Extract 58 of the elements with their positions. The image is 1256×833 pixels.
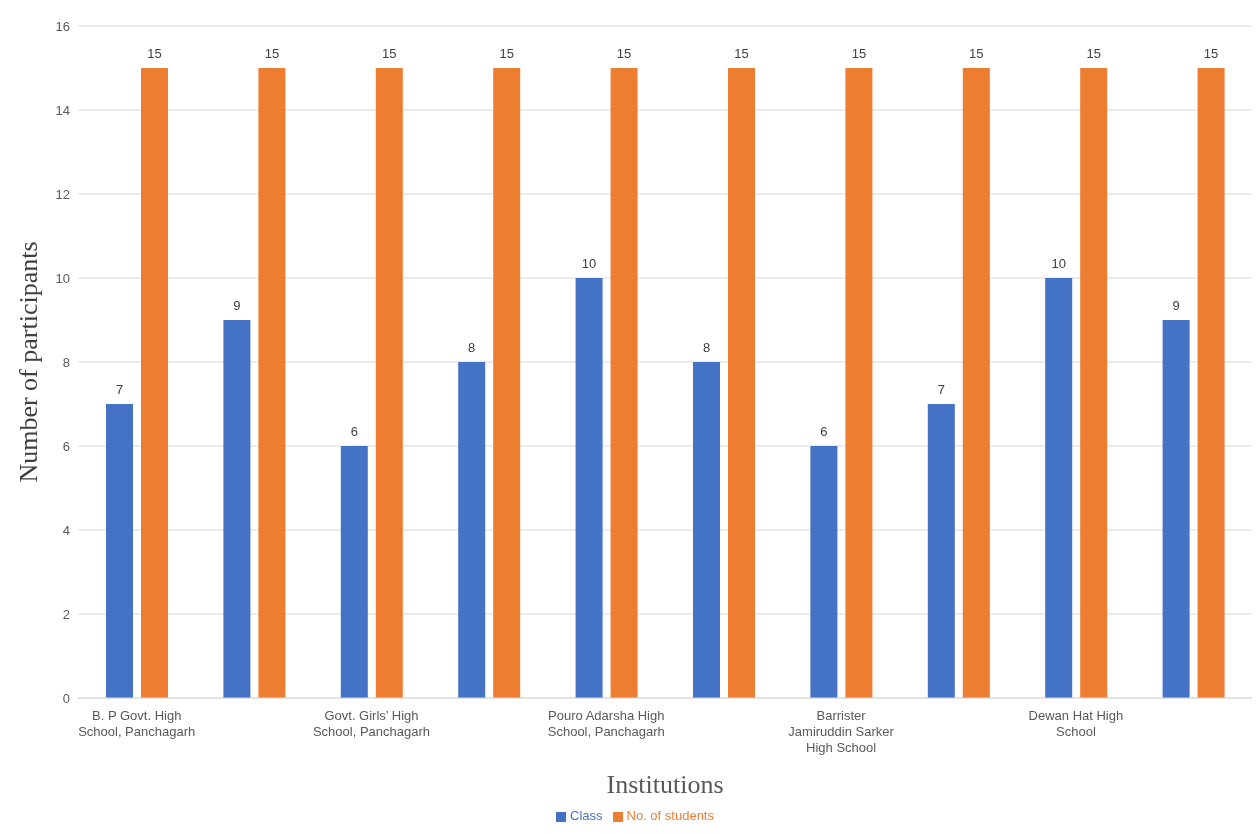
- x-tick-label: Pouro Adarsha High School, Panchagarh: [547, 708, 665, 739]
- data-label: 15: [1086, 46, 1101, 61]
- bar: [1197, 68, 1225, 698]
- data-label: 9: [233, 298, 241, 313]
- data-label: 15: [499, 46, 514, 61]
- bar: [962, 68, 990, 698]
- y-tick-label: 8: [62, 354, 70, 370]
- data-label: 15: [734, 46, 749, 61]
- data-label: 15: [382, 46, 397, 61]
- bar: [610, 68, 638, 698]
- data-label: 6: [820, 424, 828, 439]
- bar: [575, 278, 603, 698]
- data-label: 15: [147, 46, 162, 61]
- bar: [927, 404, 955, 698]
- y-tick-label: 4: [62, 522, 70, 538]
- data-label: 7: [937, 382, 945, 397]
- legend-label: No. of students: [626, 808, 714, 823]
- data-label: 8: [702, 340, 711, 355]
- y-tick-label: 2: [62, 606, 70, 622]
- bar: [258, 68, 286, 698]
- data-label: 7: [115, 382, 124, 397]
- y-tick-label: 6: [62, 438, 70, 454]
- bar: [458, 362, 486, 698]
- bar: [493, 68, 521, 698]
- data-label: 15: [1203, 46, 1219, 61]
- bar: [141, 68, 168, 698]
- bar: [375, 68, 403, 698]
- y-axis-title: Number of participants: [14, 241, 44, 483]
- x-tick-label: Dewan Hat High School: [1028, 708, 1124, 739]
- x-tick-label: Govt. Girls’ High School, Panchagarh: [312, 708, 431, 739]
- y-tick-label: 16: [55, 18, 70, 34]
- data-label: 15: [264, 46, 280, 61]
- bar: [728, 68, 755, 698]
- data-label: 15: [616, 46, 632, 61]
- y-tick-label: 0: [62, 690, 70, 706]
- data-label: 6: [350, 424, 358, 439]
- bar: [1045, 278, 1073, 698]
- bar: [845, 68, 873, 698]
- x-tick-label: Barrister Jamiruddin Sarker High School: [788, 708, 895, 755]
- legend-label: Class: [570, 808, 603, 823]
- bar: [106, 404, 133, 698]
- y-tick-label: 12: [55, 186, 70, 202]
- x-axis-title: Institutions: [606, 770, 724, 799]
- data-label: 8: [468, 340, 476, 355]
- data-label: 15: [969, 46, 984, 61]
- data-label: 10: [1051, 256, 1066, 271]
- data-label: 15: [851, 46, 867, 61]
- y-tick-label: 10: [55, 270, 70, 286]
- data-label: 10: [581, 256, 597, 271]
- bar: [1080, 68, 1108, 698]
- bar: [810, 446, 838, 698]
- bar: [223, 320, 251, 698]
- y-tick-label: 14: [55, 102, 70, 118]
- bar: [693, 362, 720, 698]
- bar: [340, 446, 368, 698]
- x-tick-label: B. P Govt. High School, Panchagarh: [78, 708, 196, 739]
- bar: [1162, 320, 1190, 698]
- data-label: 9: [1172, 298, 1180, 313]
